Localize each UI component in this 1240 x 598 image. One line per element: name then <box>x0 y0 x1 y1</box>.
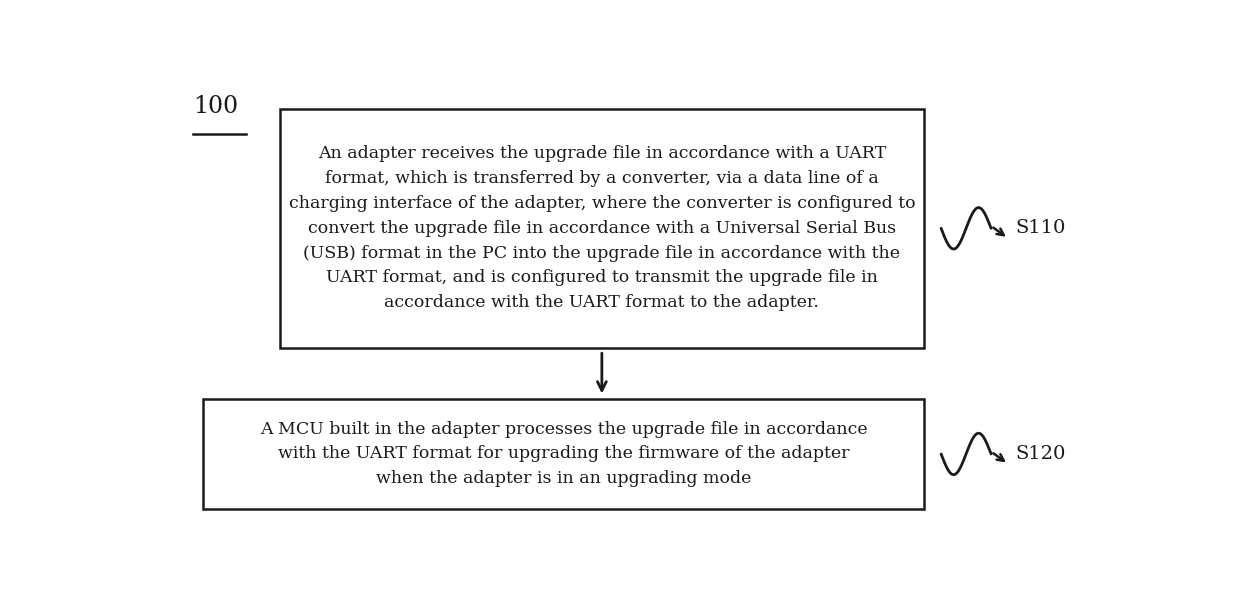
Text: S110: S110 <box>1016 219 1065 237</box>
Text: A MCU built in the adapter processes the upgrade file in accordance
with the UAR: A MCU built in the adapter processes the… <box>259 420 867 487</box>
Bar <box>280 109 924 348</box>
Text: 100: 100 <box>193 95 238 118</box>
Text: S120: S120 <box>1016 445 1065 463</box>
Bar <box>203 399 924 509</box>
Text: An adapter receives the upgrade file in accordance with a UART
format, which is : An adapter receives the upgrade file in … <box>289 145 915 311</box>
